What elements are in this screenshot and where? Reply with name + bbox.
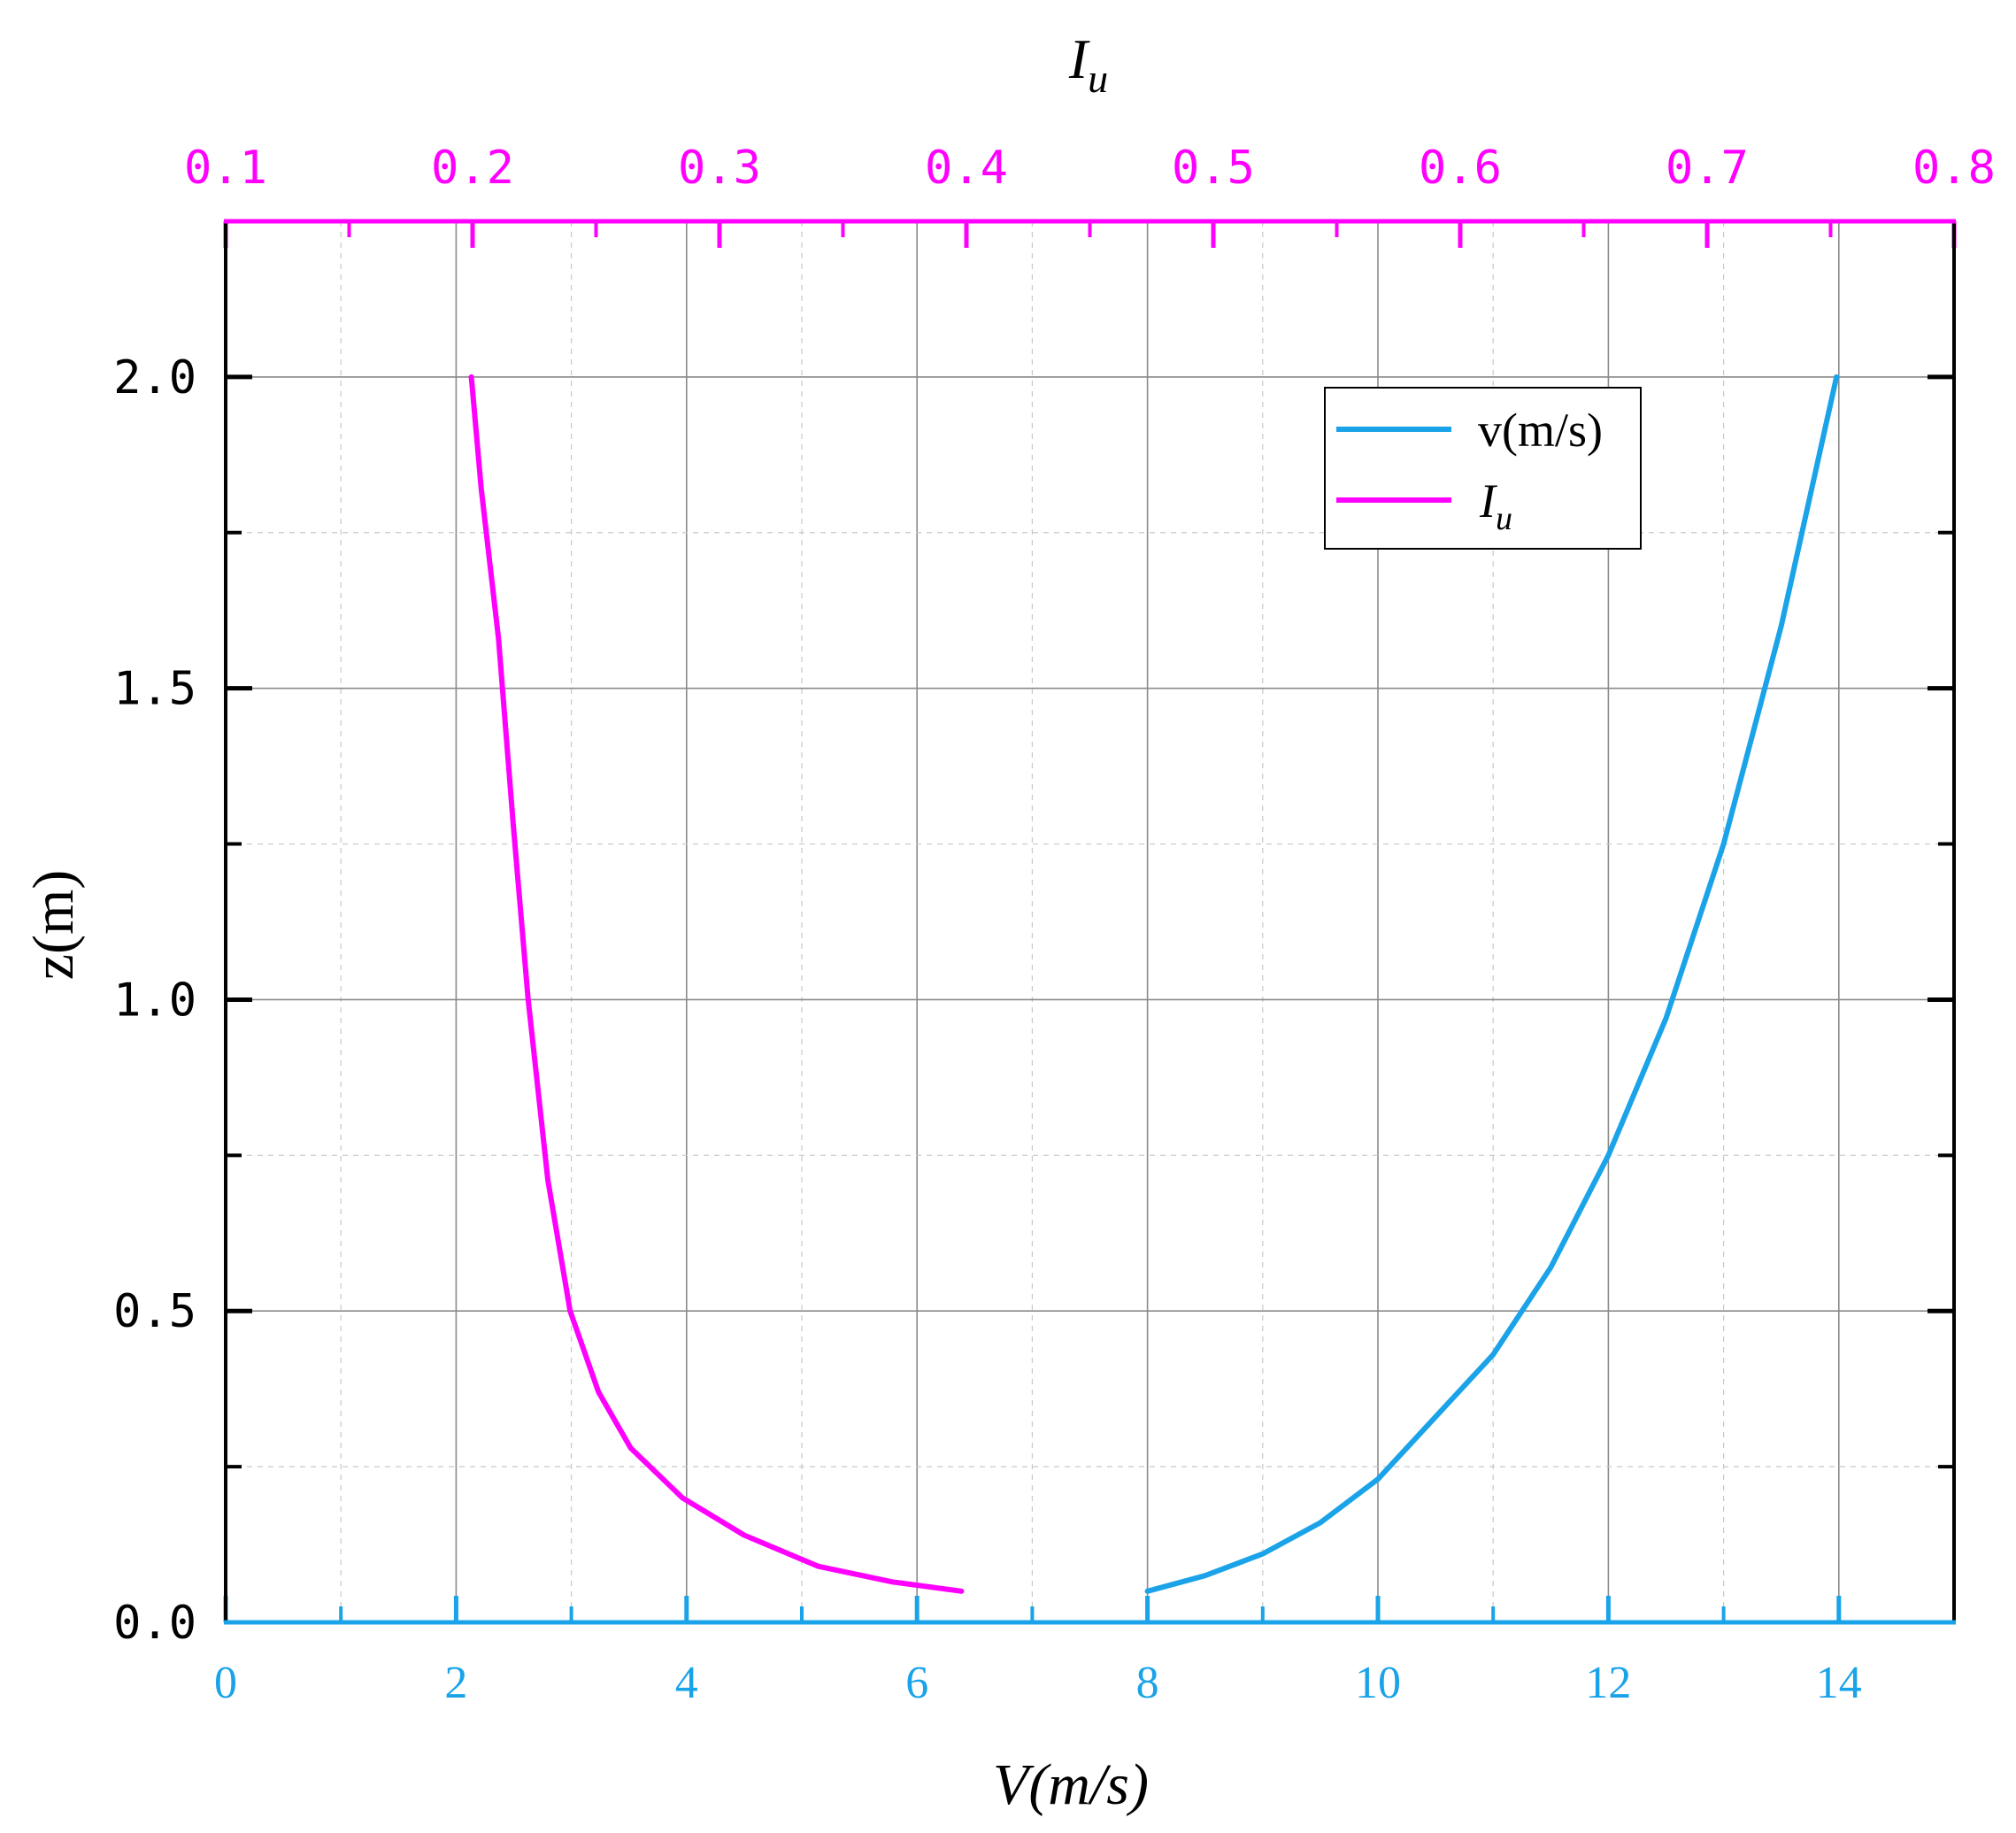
grid bbox=[226, 221, 1954, 1622]
x2-tick-label: 0.4 bbox=[925, 142, 1008, 195]
series-line-v bbox=[1144, 374, 1840, 1594]
y-tick-label: 0.5 bbox=[113, 1285, 196, 1338]
x2-tick-label: 0.8 bbox=[1912, 142, 1996, 195]
y-tick-label: 1.0 bbox=[113, 974, 196, 1027]
y-tick-label: 0.0 bbox=[113, 1597, 196, 1650]
x-tick-label: 12 bbox=[1585, 1658, 1631, 1708]
x2-tick-label: 0.6 bbox=[1419, 142, 1502, 195]
legend-label-v: v(m/s) bbox=[1478, 404, 1603, 457]
y-tick-label: 2.0 bbox=[113, 351, 196, 404]
legend-box bbox=[1324, 387, 1642, 550]
x-tick-label: 0 bbox=[214, 1658, 237, 1708]
x2-tick-label: 0.5 bbox=[1172, 142, 1255, 195]
legend: v(m/s) Iu bbox=[1324, 387, 1642, 550]
x-axis-title: V(m/s) bbox=[993, 1752, 1149, 1817]
x2-tick-label: 0.1 bbox=[184, 142, 267, 195]
x-tick-label: 10 bbox=[1355, 1658, 1401, 1708]
series-line-iu bbox=[468, 374, 965, 1594]
x-tick-label: 8 bbox=[1136, 1658, 1159, 1708]
top-axis-title: Iu bbox=[1068, 27, 1108, 101]
plot-frame bbox=[224, 219, 1956, 1625]
x-tick-label: 4 bbox=[675, 1658, 698, 1708]
x2-tick-label: 0.7 bbox=[1666, 142, 1749, 195]
ticks bbox=[223, 221, 1957, 1625]
y-tick-label: 1.5 bbox=[113, 663, 196, 716]
y-axis-title: z(m) bbox=[21, 870, 86, 981]
tick-labels: 0 2 4 6 8 10 12 14 0.1 0.2 0.3 0.4 0.5 0.6 0.7 0.8 0.0 0.… bbox=[113, 142, 1996, 1708]
x-tick-label: 6 bbox=[905, 1658, 928, 1708]
x2-tick-label: 0.3 bbox=[678, 142, 761, 195]
x-tick-label: 2 bbox=[444, 1658, 467, 1708]
series-layer bbox=[468, 374, 1840, 1594]
legend-label-iu: Iu bbox=[1479, 474, 1512, 537]
x-tick-label: 14 bbox=[1816, 1658, 1862, 1708]
x2-tick-label: 0.2 bbox=[431, 142, 514, 195]
